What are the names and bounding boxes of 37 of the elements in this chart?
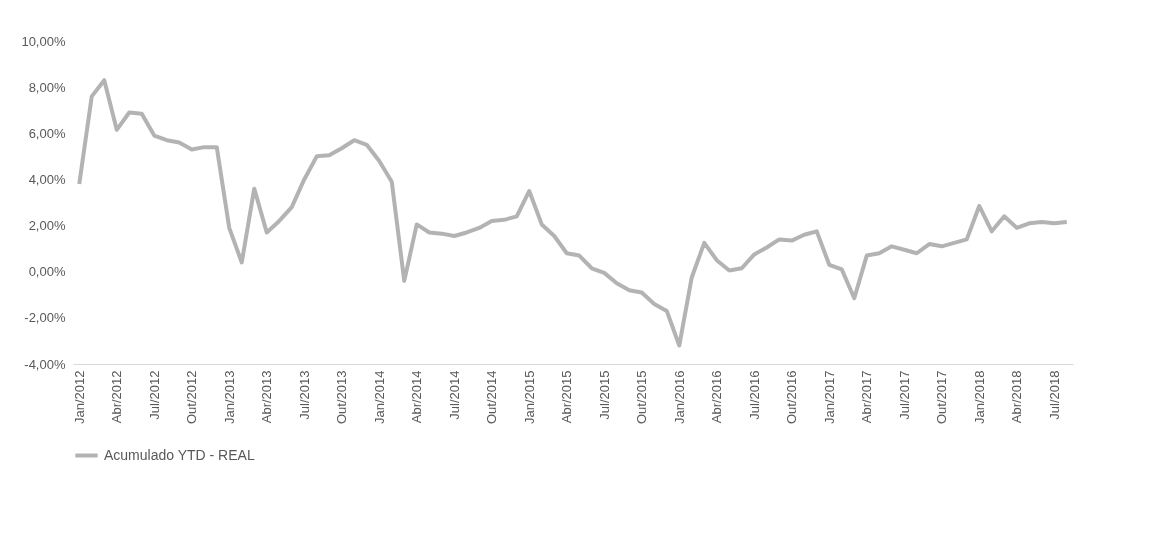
x-tick-label: Jan/2015	[521, 370, 537, 424]
y-tick-label: -4,00%	[24, 356, 66, 372]
y-tick-label: -2,00%	[24, 310, 66, 326]
x-tick-label: Jul/2016	[746, 370, 762, 420]
x-tick-label: Jul/2012	[146, 370, 162, 420]
x-tick-label: Jan/2013	[221, 370, 237, 424]
x-tick-label: Abr/2016	[709, 370, 725, 424]
y-tick-label: 0,00%	[28, 264, 66, 280]
x-tick-label: Jul/2018	[1046, 370, 1062, 420]
x-tick-label: Jul/2015	[596, 370, 612, 420]
x-tick-label: Abr/2018	[1009, 370, 1025, 424]
y-tick-label: 8,00%	[28, 79, 66, 95]
x-tick-label: Jul/2017	[896, 370, 912, 420]
x-tick-label: Jan/2012	[71, 370, 87, 424]
x-tick-label: Abr/2017	[859, 370, 875, 424]
x-tick-label: Jul/2013	[296, 370, 312, 420]
x-tick-label: Out/2016	[784, 370, 800, 424]
y-tick-label: 4,00%	[28, 171, 66, 187]
x-tick-label: Jan/2016	[671, 370, 687, 424]
x-tick-label: Out/2012	[184, 370, 200, 424]
x-tick-label: Abr/2012	[109, 370, 125, 424]
y-tick-label: 10,00%	[21, 33, 66, 49]
line-series	[77, 78, 1069, 348]
x-tick-label: Out/2014	[484, 370, 500, 424]
x-tick-label: Out/2017	[934, 370, 950, 424]
y-tick-label: 2,00%	[28, 218, 66, 234]
x-tick-label: Jan/2014	[371, 370, 387, 424]
x-tick-label: Out/2015	[634, 370, 650, 424]
y-tick-label: 6,00%	[28, 125, 66, 141]
x-tick-label: Abr/2013	[259, 370, 275, 424]
x-tick-label: Jan/2018	[971, 370, 987, 424]
x-tick-label: Jan/2017	[821, 370, 837, 424]
x-tick-label: Out/2013	[334, 370, 350, 424]
x-tick-label: Abr/2014	[409, 370, 425, 424]
legend-label: Acumulado YTD - REAL	[104, 446, 255, 463]
x-tick-label: Abr/2015	[559, 370, 575, 424]
x-tick-label: Jul/2014	[446, 370, 462, 420]
